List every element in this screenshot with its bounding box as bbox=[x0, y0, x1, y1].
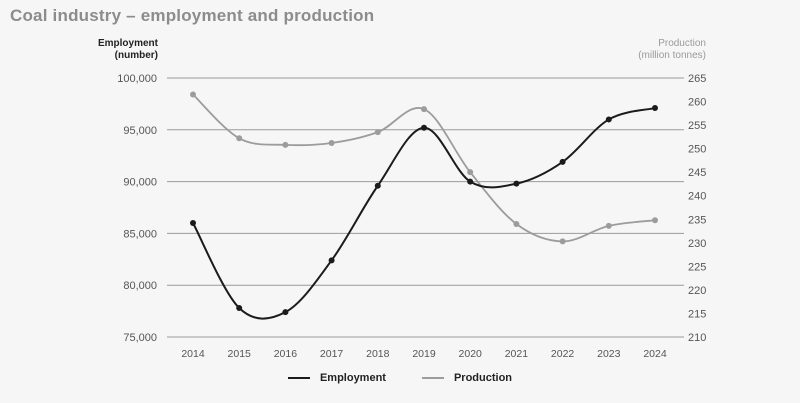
right-tick-label: 245 bbox=[688, 167, 706, 179]
left-axis-title: Employment (number) bbox=[60, 38, 158, 62]
data-point-production bbox=[282, 141, 289, 148]
data-point-employment bbox=[652, 105, 658, 112]
right-tick-label: 230 bbox=[688, 238, 706, 250]
legend-label-production: Production bbox=[453, 372, 513, 384]
left-axis-title-line2: (number) bbox=[114, 50, 158, 61]
data-point-production bbox=[605, 222, 612, 229]
data-point-production bbox=[467, 169, 474, 176]
data-point-production bbox=[652, 217, 658, 224]
data-point-production bbox=[559, 238, 566, 245]
x-tick-label: 2018 bbox=[366, 348, 390, 360]
data-point-employment bbox=[421, 124, 427, 131]
x-tick-label: 2020 bbox=[459, 348, 483, 360]
right-tick-label: 260 bbox=[688, 97, 706, 109]
x-tick-label: 2016 bbox=[274, 348, 298, 360]
data-point-production bbox=[236, 135, 243, 142]
data-point-employment bbox=[605, 116, 612, 123]
right-axis-title: Production (million tonnes) bbox=[606, 38, 706, 62]
x-tick-label: 2019 bbox=[412, 348, 436, 360]
legend-item-employment: Employment bbox=[287, 372, 386, 384]
x-tick-label: 2015 bbox=[228, 348, 252, 360]
right-axis-ticks: 210 215 220 225 230 235 240 245 250 255 260 265 bbox=[688, 73, 706, 344]
left-tick-label: 95,000 bbox=[123, 125, 157, 137]
right-tick-label: 235 bbox=[688, 214, 706, 226]
legend: Employment Production bbox=[0, 372, 800, 384]
legend-label-employment: Employment bbox=[319, 372, 386, 384]
right-tick-label: 225 bbox=[688, 261, 706, 273]
right-tick-label: 240 bbox=[688, 191, 706, 203]
x-tick-label: 2017 bbox=[320, 348, 344, 360]
legend-swatch-employment bbox=[287, 377, 310, 379]
right-tick-label: 215 bbox=[688, 308, 706, 320]
data-point-employment bbox=[374, 182, 381, 189]
right-tick-label: 265 bbox=[688, 73, 706, 85]
data-point-production bbox=[374, 129, 381, 136]
left-tick-label: 100,000 bbox=[117, 73, 157, 85]
left-tick-label: 75,000 bbox=[123, 332, 157, 344]
legend-item-production: Production bbox=[421, 372, 513, 384]
right-axis-title-line2: (million tonnes) bbox=[638, 50, 706, 61]
series-points bbox=[190, 91, 658, 316]
right-tick-label: 220 bbox=[688, 285, 706, 297]
x-tick-label: 2024 bbox=[643, 348, 667, 360]
left-axis-title-line1: Employment bbox=[97, 38, 158, 49]
x-tick-label: 2023 bbox=[597, 348, 621, 360]
left-tick-label: 90,000 bbox=[123, 177, 157, 189]
chart-title: Coal industry – employment and productio… bbox=[10, 6, 375, 25]
data-point-production bbox=[513, 220, 520, 227]
legend-swatch-production bbox=[421, 377, 444, 379]
right-tick-label: 210 bbox=[688, 332, 706, 344]
data-point-production bbox=[328, 139, 335, 146]
right-axis-title-line1: Production bbox=[658, 38, 706, 49]
x-tick-label: 2021 bbox=[505, 348, 529, 360]
grid-lines bbox=[167, 77, 684, 338]
data-point-employment bbox=[559, 158, 566, 165]
data-point-employment bbox=[513, 180, 520, 187]
data-point-production bbox=[421, 106, 427, 113]
data-point-employment bbox=[328, 257, 335, 264]
x-axis-ticks: 2014 2015 2016 2017 2018 2019 2020 2021 2022 2023… bbox=[181, 348, 667, 360]
data-point-production bbox=[190, 91, 196, 98]
right-tick-label: 250 bbox=[688, 144, 706, 156]
x-tick-label: 2022 bbox=[551, 348, 575, 360]
data-point-employment bbox=[467, 178, 474, 185]
left-tick-label: 80,000 bbox=[123, 280, 157, 292]
data-point-employment bbox=[282, 309, 289, 316]
data-point-employment bbox=[190, 220, 196, 227]
series-line-production bbox=[192, 93, 656, 243]
data-point-employment bbox=[236, 304, 243, 311]
right-tick-label: 255 bbox=[688, 120, 706, 132]
x-tick-label: 2014 bbox=[181, 348, 205, 360]
left-tick-label: 85,000 bbox=[123, 228, 157, 240]
left-axis-ticks: 75,000 80,000 85,000 90,000 95,000 100,000 bbox=[117, 73, 157, 344]
series-line-employment bbox=[192, 107, 656, 320]
